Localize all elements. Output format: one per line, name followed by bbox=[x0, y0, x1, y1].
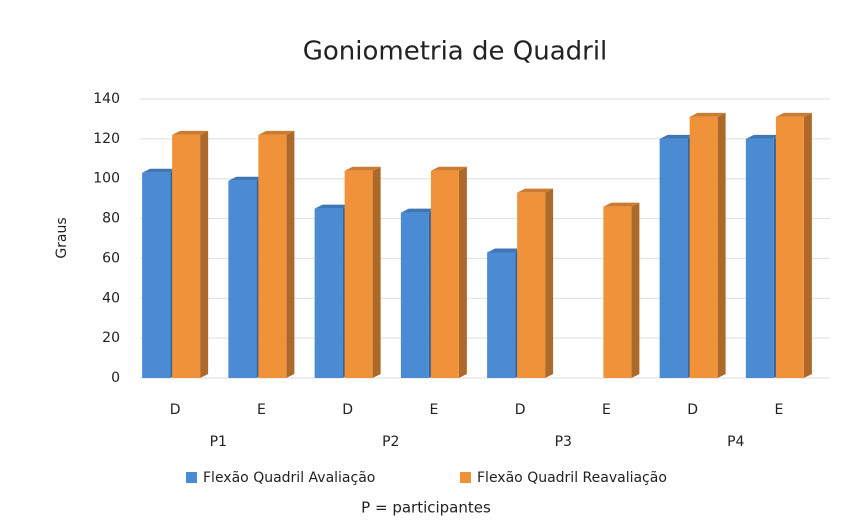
bar-side bbox=[717, 112, 726, 378]
bar bbox=[517, 192, 546, 378]
bar-top bbox=[603, 202, 640, 207]
x-tick-label: D bbox=[687, 402, 698, 418]
bar bbox=[689, 116, 718, 378]
bar-side bbox=[803, 112, 812, 378]
bar bbox=[142, 172, 171, 378]
bar-side bbox=[458, 166, 467, 378]
legend-swatch bbox=[186, 472, 197, 483]
y-tick-label: 20 bbox=[102, 330, 120, 346]
bar bbox=[430, 170, 459, 378]
bar-top bbox=[487, 248, 524, 253]
bar bbox=[487, 252, 516, 378]
bar bbox=[172, 134, 201, 378]
y-tick-label: 80 bbox=[102, 211, 120, 227]
x-tick-label: D bbox=[170, 402, 181, 418]
bar bbox=[258, 134, 287, 378]
bar-top bbox=[344, 166, 381, 171]
bar bbox=[228, 180, 257, 378]
x-tick-label: D bbox=[515, 402, 526, 418]
bar-side bbox=[631, 202, 640, 378]
bar bbox=[314, 208, 343, 378]
bar-top bbox=[689, 112, 726, 117]
bar-top bbox=[430, 166, 467, 171]
bar-top bbox=[745, 134, 782, 139]
group-label: P1 bbox=[210, 434, 227, 450]
bar-top bbox=[258, 130, 295, 135]
bar bbox=[659, 138, 688, 378]
y-tick-label: 140 bbox=[93, 91, 120, 107]
x-tick-label: E bbox=[774, 402, 783, 418]
y-axis-label: Graus bbox=[54, 217, 70, 258]
bar-top bbox=[659, 134, 696, 139]
y-tick-label: 40 bbox=[102, 290, 120, 306]
y-tick-label: 100 bbox=[93, 171, 120, 187]
group-label: P3 bbox=[555, 434, 572, 450]
x-tick-label: E bbox=[257, 402, 266, 418]
x-axis-label: P = participantes bbox=[361, 499, 491, 517]
bar bbox=[400, 212, 429, 378]
x-tick-label: D bbox=[342, 402, 353, 418]
bar bbox=[775, 116, 804, 378]
legend-label: Flexão Quadril Reavaliação bbox=[477, 470, 667, 486]
bar-top bbox=[142, 168, 179, 173]
x-tick-label: E bbox=[602, 402, 611, 418]
group-label: P4 bbox=[727, 434, 744, 450]
y-tick-label: 60 bbox=[102, 250, 120, 266]
chart-title: Goniometria de Quadril bbox=[303, 37, 608, 67]
bar-side bbox=[545, 188, 554, 378]
legend-swatch bbox=[460, 472, 471, 483]
bar-top bbox=[400, 208, 437, 213]
bar bbox=[745, 138, 774, 378]
bar-top bbox=[314, 204, 351, 209]
x-tick-label: E bbox=[429, 402, 438, 418]
bar bbox=[603, 206, 632, 378]
y-tick-label: 120 bbox=[93, 131, 120, 147]
y-tick-label: 0 bbox=[111, 370, 120, 386]
bar-side bbox=[286, 130, 295, 378]
bar bbox=[344, 170, 373, 378]
bar-top bbox=[517, 188, 554, 193]
legend-label: Flexão Quadril Avaliação bbox=[203, 470, 375, 486]
bar-side bbox=[372, 166, 381, 378]
bar-top bbox=[172, 130, 209, 135]
bar-side bbox=[200, 130, 209, 378]
bar-top bbox=[775, 112, 812, 117]
group-label: P2 bbox=[382, 434, 399, 450]
bar-top bbox=[228, 176, 265, 181]
